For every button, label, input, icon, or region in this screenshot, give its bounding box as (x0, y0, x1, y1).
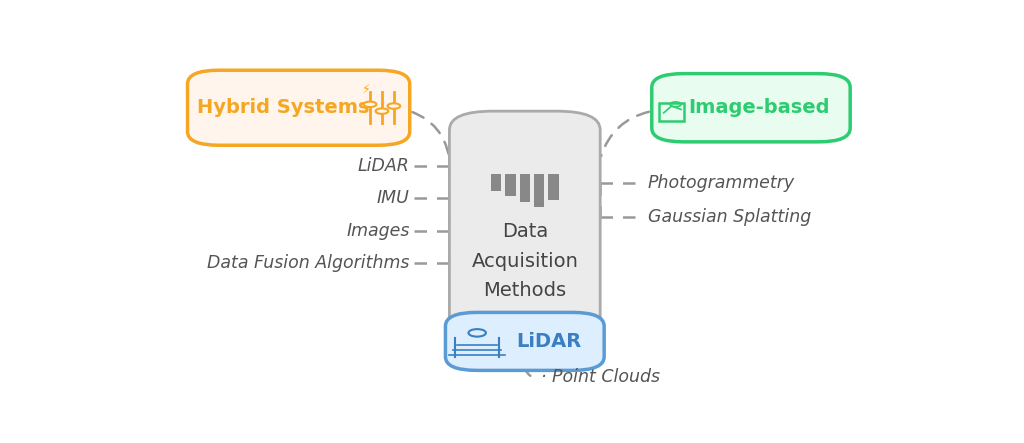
Text: Images: Images (346, 222, 410, 240)
Text: · Point Clouds: · Point Clouds (541, 368, 659, 386)
FancyBboxPatch shape (445, 312, 604, 370)
Text: LiDAR: LiDAR (516, 332, 582, 351)
Text: Image-based: Image-based (688, 98, 829, 117)
FancyBboxPatch shape (492, 174, 502, 190)
FancyBboxPatch shape (519, 174, 530, 202)
Circle shape (376, 109, 388, 114)
FancyBboxPatch shape (187, 70, 410, 145)
FancyBboxPatch shape (652, 74, 850, 142)
FancyBboxPatch shape (450, 111, 600, 357)
FancyBboxPatch shape (534, 174, 544, 206)
Text: Data Fusion Algorithms: Data Fusion Algorithms (207, 254, 410, 272)
Text: Hybrid Systems: Hybrid Systems (197, 98, 369, 117)
Circle shape (364, 101, 377, 107)
Text: IMU: IMU (377, 189, 410, 207)
Circle shape (387, 103, 400, 109)
Text: Photogrammetry: Photogrammetry (648, 174, 795, 192)
Text: LiDAR: LiDAR (357, 157, 410, 175)
FancyBboxPatch shape (506, 174, 516, 196)
Text: Data
Acquisition
Methods: Data Acquisition Methods (471, 222, 579, 300)
Text: Gaussian Splatting: Gaussian Splatting (648, 208, 811, 226)
FancyBboxPatch shape (548, 174, 558, 200)
Text: ⚡: ⚡ (361, 82, 371, 96)
